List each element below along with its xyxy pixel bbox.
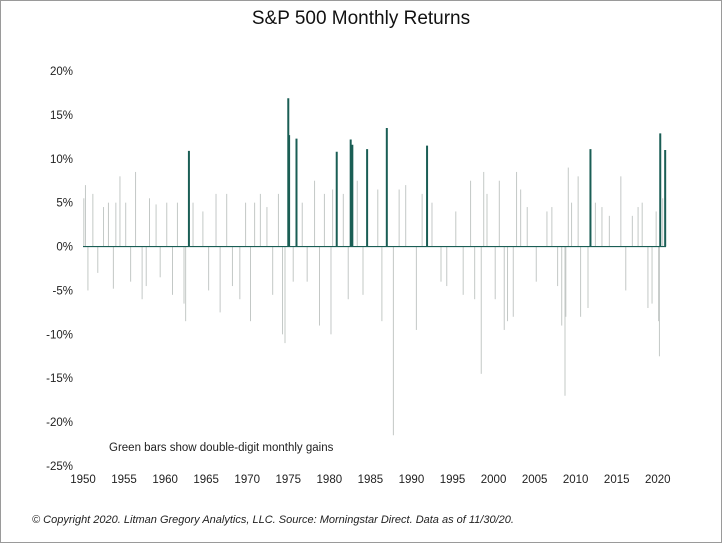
- x-tick-label: 2020: [645, 474, 671, 486]
- x-tick-label: 1990: [399, 474, 425, 486]
- x-tick-label: 1965: [193, 474, 219, 486]
- chart-annotation: Green bars show double-digit monthly gai…: [109, 442, 334, 454]
- highlight-bars-group: [187, 98, 667, 247]
- y-tick-label: -20%: [46, 417, 73, 429]
- x-tick-label: 2000: [481, 474, 507, 486]
- y-tick-label: 20%: [50, 66, 73, 78]
- y-tick-label: 5%: [56, 198, 73, 210]
- x-tick-label: 2005: [522, 474, 548, 486]
- y-tick-label: 15%: [50, 110, 73, 122]
- x-tick-label: 1975: [275, 474, 301, 486]
- x-tick-label: 1960: [152, 474, 178, 486]
- x-tick-label: 2010: [563, 474, 589, 486]
- y-tick-label: -10%: [46, 329, 73, 341]
- x-tick-label: 1980: [317, 474, 343, 486]
- x-tick-label: 1995: [440, 474, 466, 486]
- copyright-footer: © Copyright 2020. Litman Gregory Analyti…: [32, 514, 514, 526]
- x-axis-ticks: 1950 1955 1960 1965 1970 1975 1980 1985 1990 1995…: [70, 474, 670, 486]
- y-tick-label: 10%: [50, 154, 73, 166]
- y-tick-label: 0%: [56, 242, 73, 254]
- x-tick-label: 2015: [604, 474, 630, 486]
- normal-bars-group: [83, 167, 664, 436]
- x-tick-label: 1985: [358, 474, 384, 486]
- chart-title: S&P 500 Monthly Returns: [251, 8, 471, 29]
- x-tick-label: 1955: [111, 474, 137, 486]
- y-tick-label: -15%: [46, 373, 73, 385]
- y-tick-label: -5%: [53, 285, 73, 297]
- x-tick-label: 1970: [234, 474, 260, 486]
- x-tick-label: 1950: [70, 474, 96, 486]
- y-axis-ticks: 20% 15% 10% 5% 0% -5% -10% -15% -20% -25%: [46, 66, 73, 473]
- y-tick-label: -25%: [46, 461, 73, 473]
